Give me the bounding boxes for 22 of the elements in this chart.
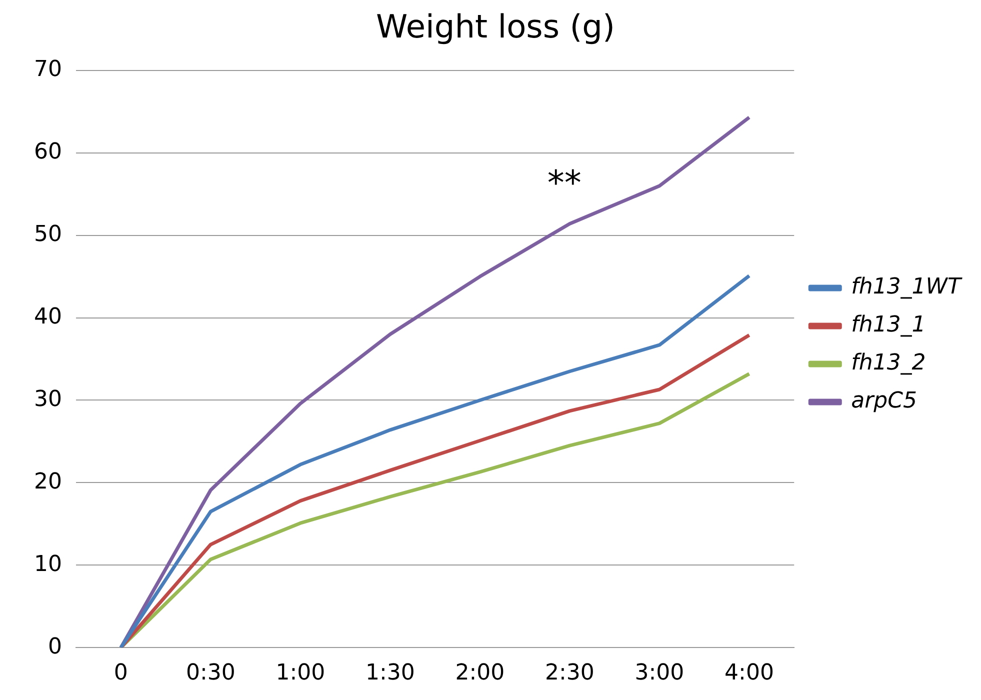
y-tick-label: 40 bbox=[34, 304, 62, 330]
chart-title: Weight loss (g) bbox=[376, 8, 615, 46]
legend-label: fh13_1 bbox=[851, 312, 926, 338]
legend-label: fh13_1WT bbox=[851, 274, 963, 300]
x-tick-label: 1:00 bbox=[276, 660, 326, 686]
x-tick-label: 3:00 bbox=[634, 660, 684, 686]
x-tick-label: 1:30 bbox=[365, 660, 415, 686]
y-tick-label: 50 bbox=[34, 222, 62, 248]
y-tick-label: 60 bbox=[34, 140, 62, 165]
x-tick-label: 0:30 bbox=[186, 660, 236, 686]
x-tick-label: 2:00 bbox=[455, 660, 505, 686]
y-tick-label: 70 bbox=[34, 57, 62, 82]
legend-label: arpC5 bbox=[851, 388, 917, 414]
y-tick-label: 20 bbox=[34, 469, 62, 494]
y-tick-label: 0 bbox=[48, 634, 62, 660]
x-tick-label: 0 bbox=[114, 660, 128, 686]
annotation: ** bbox=[547, 164, 582, 204]
x-tick-label: 4:00 bbox=[724, 660, 774, 686]
x-tick-label: 2:30 bbox=[545, 660, 594, 686]
legend-label: fh13_2 bbox=[851, 350, 926, 376]
y-tick-label: 10 bbox=[34, 552, 62, 577]
y-tick-label: 30 bbox=[34, 386, 62, 412]
